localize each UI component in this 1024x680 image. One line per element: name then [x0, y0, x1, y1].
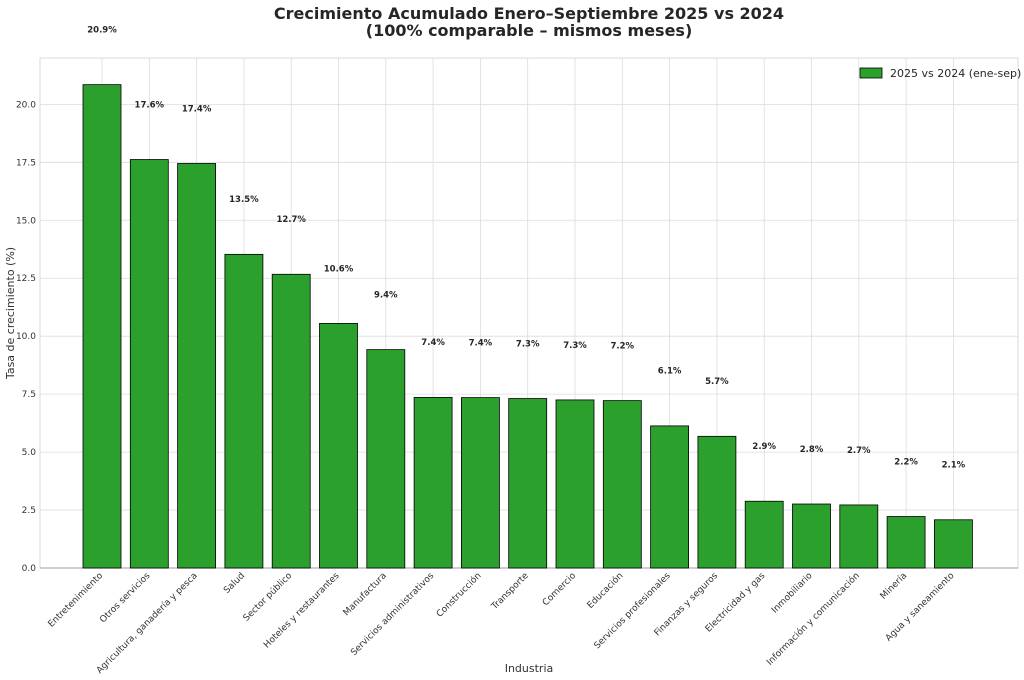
x-tick-label: Salud: [222, 571, 247, 596]
bars-layer: [82, 84, 973, 569]
bar: [886, 516, 926, 569]
x-tick-label: Transporte: [489, 571, 531, 613]
bar-value-label: 2.2%: [894, 457, 918, 467]
x-tick-label: Entretenimiento: [47, 571, 106, 630]
legend-label: 2025 vs 2024 (ene-sep): [890, 67, 1021, 80]
bar-value-label: 10.6%: [324, 264, 354, 274]
bar: [934, 519, 973, 569]
bar: [177, 163, 217, 569]
bar-value-label: 5.7%: [705, 377, 729, 387]
y-tick-labels: 0.0 2.5 5.0 7.5 10.0 12.5 15.0 17.5 20.0: [16, 100, 36, 574]
bar: [366, 349, 406, 569]
x-tick-label: Construcción: [434, 570, 483, 619]
x-tick-label: Agricultura, ganadería y pesca: [95, 571, 200, 676]
bar-value-label: 6.1%: [658, 367, 682, 377]
bar-value-label: 7.3%: [516, 339, 540, 349]
y-tick-label: 2.5: [22, 506, 36, 516]
bar-value-label: 2.7%: [847, 446, 871, 456]
bar: [744, 500, 784, 569]
bar: [602, 400, 642, 569]
bar: [413, 396, 453, 569]
bar: [792, 503, 831, 569]
x-tick-label: Educación: [585, 570, 625, 610]
bar-value-label: 2.1%: [942, 461, 966, 471]
bar: [650, 425, 689, 569]
bar-value-label: 17.6%: [135, 100, 165, 110]
y-tick-label: 17.5: [16, 158, 36, 168]
bar: [224, 253, 264, 569]
bar-value-label: 7.3%: [563, 341, 587, 351]
y-tick-label: 0.0: [22, 564, 37, 574]
bar: [319, 323, 358, 569]
bar: [555, 399, 595, 569]
bar-value-label: 2.9%: [752, 442, 776, 452]
x-tick-label: Información y comunicación: [764, 570, 861, 667]
legend-swatch: [859, 67, 883, 79]
y-tick-label: 7.5: [22, 390, 36, 400]
x-tick-label: Manufactura: [342, 571, 389, 618]
chart-title: Crecimiento Acumulado Enero–Septiembre 2…: [274, 4, 784, 23]
bar-value-label: 7.4%: [469, 338, 493, 348]
bar: [460, 397, 500, 569]
x-tick-label: Sector público: [242, 571, 295, 624]
bar-value-label: 7.2%: [611, 341, 635, 351]
bar-value-label: 13.5%: [229, 195, 259, 205]
bar: [129, 159, 169, 569]
x-axis-label: Industria: [505, 662, 554, 675]
bar-value-label: 17.4%: [182, 104, 212, 114]
y-axis-label: Tasa de crecimiento (%): [4, 247, 17, 380]
y-tick-label: 20.0: [16, 100, 36, 110]
bar-value-label: 7.4%: [421, 338, 445, 348]
bar-value-label: 12.7%: [276, 215, 306, 225]
bar-value-label: 20.9%: [87, 26, 117, 36]
y-tick-label: 5.0: [22, 448, 37, 458]
x-tick-label: Minería: [879, 571, 910, 602]
bar-value-label: 9.4%: [374, 290, 398, 300]
bar: [508, 398, 548, 569]
bar: [82, 84, 122, 569]
bar-value-label: 2.8%: [800, 445, 824, 455]
y-tick-label: 12.5: [16, 274, 36, 284]
legend: 2025 vs 2024 (ene-sep): [859, 67, 1021, 80]
bar: [697, 435, 737, 569]
bar: [839, 504, 879, 569]
bar: [271, 273, 311, 569]
y-tick-label: 10.0: [16, 332, 36, 342]
x-tick-label: Servicios administrativos: [349, 571, 436, 658]
data-labels-layer: 20.9% 17.6% 17.4% 13.5% 12.7% 10.6% 9.4% 7.4% 7.…: [87, 26, 965, 471]
x-tick-label: Comercio: [541, 571, 579, 609]
x-tick-label: Servicios profesionales: [593, 571, 673, 651]
y-tick-label: 15.0: [16, 216, 36, 226]
x-tick-label: Inmobiliario: [770, 571, 815, 616]
chart-subtitle: (100% comparable – mismos meses): [366, 21, 693, 40]
x-tick-label: Otros servicios: [98, 571, 152, 625]
